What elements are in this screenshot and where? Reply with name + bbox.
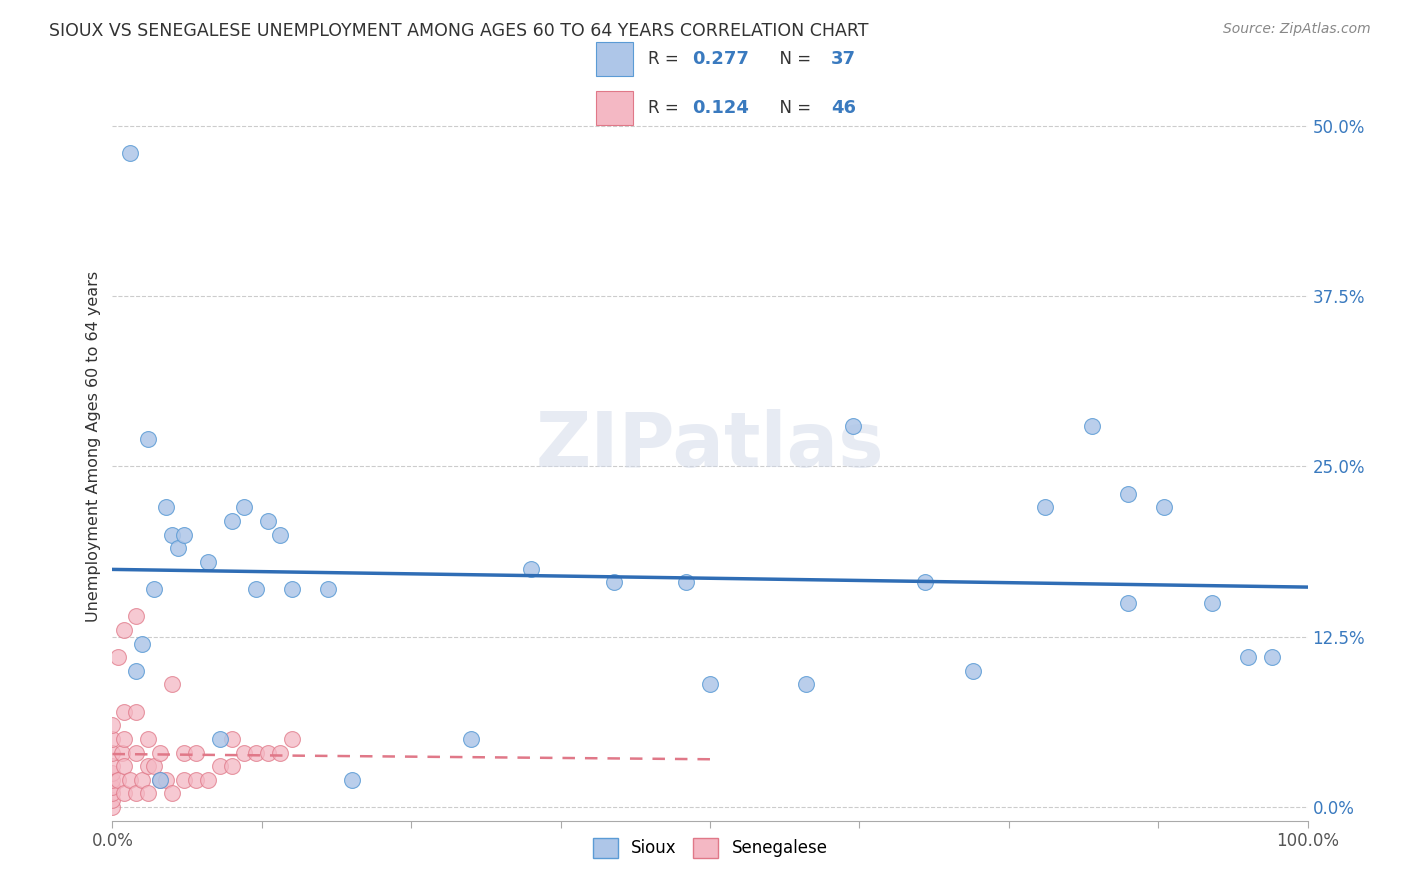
Point — [101, 793, 124, 807]
Point — [143, 582, 166, 596]
Point — [101, 718, 124, 732]
Point — [120, 146, 142, 161]
Point — [167, 541, 190, 556]
Point — [221, 514, 243, 528]
Point — [101, 759, 124, 773]
Text: ZIPatlas: ZIPatlas — [536, 409, 884, 483]
Point — [245, 582, 267, 596]
Point — [269, 746, 291, 760]
Point — [138, 786, 160, 800]
Point — [162, 527, 183, 541]
Point — [114, 623, 135, 637]
Point — [1118, 486, 1140, 500]
Point — [155, 500, 177, 515]
Point — [143, 759, 166, 773]
Point — [114, 705, 135, 719]
Point — [114, 759, 135, 773]
Point — [138, 731, 160, 746]
Point — [221, 759, 243, 773]
Text: N =: N = — [769, 50, 817, 68]
Text: R =: R = — [648, 99, 685, 117]
Bar — [596, 42, 633, 76]
Point — [1118, 596, 1140, 610]
Point — [962, 664, 984, 678]
Text: N =: N = — [769, 99, 817, 117]
Y-axis label: Unemployment Among Ages 60 to 64 years: Unemployment Among Ages 60 to 64 years — [86, 270, 101, 622]
Text: 37: 37 — [831, 50, 856, 68]
Point — [101, 786, 124, 800]
Point — [197, 555, 219, 569]
Point — [111, 746, 134, 760]
Point — [699, 677, 721, 691]
Point — [173, 746, 195, 760]
Text: R =: R = — [648, 50, 685, 68]
Point — [1261, 650, 1284, 665]
Point — [316, 582, 339, 596]
Point — [197, 772, 219, 787]
Point — [149, 772, 172, 787]
Point — [842, 418, 865, 433]
Point — [131, 772, 153, 787]
Point — [101, 731, 124, 746]
Point — [1033, 500, 1056, 515]
Legend: Sioux, Senegalese: Sioux, Senegalese — [586, 831, 834, 864]
Bar — [596, 91, 633, 126]
Point — [138, 759, 160, 773]
Point — [1201, 596, 1223, 610]
Point — [173, 772, 195, 787]
Point — [101, 766, 124, 780]
Point — [209, 759, 232, 773]
Point — [914, 575, 936, 590]
Point — [1153, 500, 1175, 515]
Point — [149, 746, 172, 760]
Point — [257, 514, 280, 528]
Point — [107, 650, 129, 665]
Point — [114, 731, 135, 746]
Point — [155, 772, 177, 787]
Point — [257, 746, 280, 760]
Point — [114, 786, 135, 800]
Point — [125, 705, 148, 719]
Point — [340, 772, 363, 787]
Text: Source: ZipAtlas.com: Source: ZipAtlas.com — [1223, 22, 1371, 37]
Point — [101, 780, 124, 794]
Point — [186, 772, 208, 787]
Point — [101, 746, 124, 760]
Point — [173, 527, 195, 541]
Point — [603, 575, 626, 590]
Point — [233, 746, 256, 760]
Point — [107, 772, 129, 787]
Point — [281, 731, 304, 746]
Point — [125, 664, 148, 678]
Point — [1237, 650, 1260, 665]
Point — [149, 772, 172, 787]
Point — [221, 731, 243, 746]
Point — [233, 500, 256, 515]
Text: 0.277: 0.277 — [692, 50, 748, 68]
Point — [162, 677, 183, 691]
Point — [269, 527, 291, 541]
Point — [186, 746, 208, 760]
Point — [125, 786, 148, 800]
Point — [125, 609, 148, 624]
Point — [125, 746, 148, 760]
Text: SIOUX VS SENEGALESE UNEMPLOYMENT AMONG AGES 60 TO 64 YEARS CORRELATION CHART: SIOUX VS SENEGALESE UNEMPLOYMENT AMONG A… — [49, 22, 869, 40]
Point — [162, 786, 183, 800]
Point — [138, 432, 160, 446]
Text: 0.124: 0.124 — [692, 99, 748, 117]
Point — [794, 677, 817, 691]
Point — [460, 731, 482, 746]
Point — [101, 772, 124, 787]
Text: 46: 46 — [831, 99, 856, 117]
Point — [281, 582, 304, 596]
Point — [209, 731, 232, 746]
Point — [131, 636, 153, 650]
Point — [1081, 418, 1104, 433]
Point — [675, 575, 697, 590]
Point — [101, 800, 124, 814]
Point — [120, 772, 142, 787]
Point — [520, 561, 543, 575]
Point — [245, 746, 267, 760]
